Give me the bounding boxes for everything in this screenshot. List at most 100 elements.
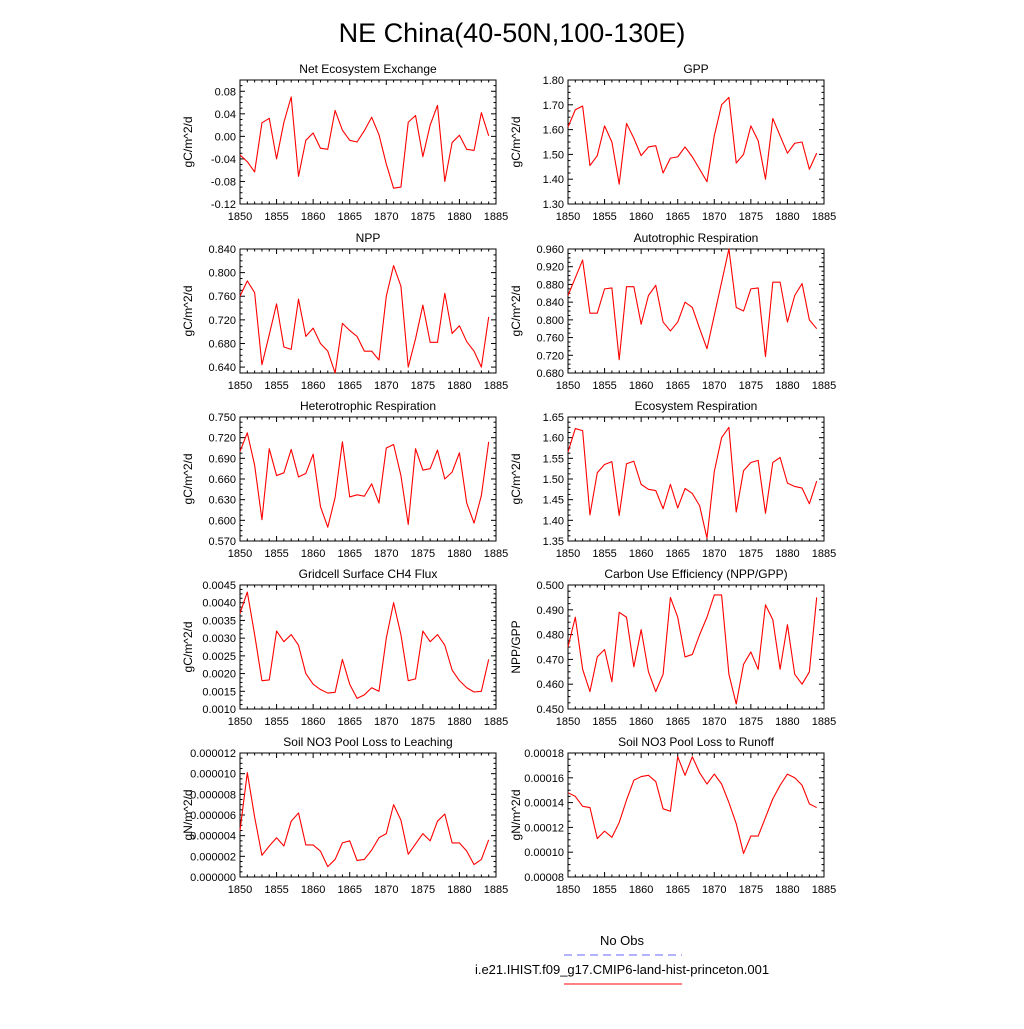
panel-carbon-use-efficiency-npp-gpp-title: Carbon Use Efficiency (NPP/GPP)	[604, 567, 787, 581]
panel-heterotrophic-respiration-xtick-label: 1885	[484, 548, 508, 560]
panel-gpp-ytick-label: 1.60	[543, 125, 564, 137]
panel-carbon-use-efficiency-npp-gpp-xtick-label: 1880	[775, 716, 799, 728]
panel-carbon-use-efficiency-npp-gpp-xtick-label: 1860	[629, 716, 653, 728]
panel-autotrophic-respiration-ytick-label: 0.760	[536, 333, 564, 345]
panel-gridcell-surface-ch4-flux-ytick-label: 0.0010	[202, 704, 236, 716]
panel-soil-no3-pool-loss-to-runoff-xtick-label: 1870	[702, 884, 726, 896]
panel-net-ecosystem-exchange-xtick-label: 1870	[374, 211, 398, 223]
panel-net-ecosystem-exchange: Net Ecosystem Exchange 1850 1855 1860 1865 18…	[181, 62, 508, 223]
panel-autotrophic-respiration-ytick-label: 0.960	[536, 244, 564, 256]
panel-ecosystem-respiration-xtick-label: 1870	[702, 548, 726, 560]
panel-autotrophic-respiration-ytick-label: 0.920	[536, 262, 564, 274]
panel-net-ecosystem-exchange-xtick-label: 1850	[228, 211, 252, 223]
panel-soil-no3-pool-loss-to-runoff: Soil NO3 Pool Loss to Runoff 1850 1855 1860…	[509, 735, 836, 896]
panel-autotrophic-respiration-xtick-label: 1865	[665, 380, 689, 392]
panel-npp-ytick-label: 0.720	[208, 315, 236, 327]
panel-soil-no3-pool-loss-to-runoff-xtick-label: 1865	[665, 884, 689, 896]
panel-soil-no3-pool-loss-to-leaching-ytick-label: 0.000006	[190, 810, 236, 822]
panel-gpp: GPP 1850 1855 1860 1865 1870 1875 1880 1885 1.30 1…	[509, 62, 836, 223]
panel-npp: NPP 1850 1855 1860 1865 1870 1875 1880 1885 0.640…	[181, 231, 508, 392]
panel-gridcell-surface-ch4-flux-xtick-label: 1885	[484, 716, 508, 728]
panel-npp-xtick-label: 1850	[228, 380, 252, 392]
panel-soil-no3-pool-loss-to-runoff-ylabel: gN/m^2/d	[509, 790, 523, 841]
panel-net-ecosystem-exchange-title: Net Ecosystem Exchange	[299, 62, 437, 76]
panel-soil-no3-pool-loss-to-leaching-ytick-label: 0.000002	[190, 851, 236, 863]
panel-autotrophic-respiration-xtick-label: 1860	[629, 380, 653, 392]
panel-gpp-ytick-label: 1.80	[543, 75, 564, 87]
panel-net-ecosystem-exchange-xtick-label: 1875	[411, 211, 435, 223]
panel-soil-no3-pool-loss-to-leaching-ytick-label: 0.000008	[190, 789, 236, 801]
panel-autotrophic-respiration-ytick-label: 0.840	[536, 297, 564, 309]
panel-gridcell-surface-ch4-flux-ytick-label: 0.0025	[202, 651, 236, 663]
panel-soil-no3-pool-loss-to-runoff-ytick-label: 0.00018	[524, 748, 564, 760]
panel-npp-ytick-label: 0.640	[208, 362, 236, 374]
panel-ecosystem-respiration-xtick-label: 1880	[775, 548, 799, 560]
panel-net-ecosystem-exchange-frame	[239, 79, 497, 205]
panel-autotrophic-respiration-series-line	[567, 248, 818, 361]
panel-soil-no3-pool-loss-to-runoff-xtick-label: 1860	[629, 884, 653, 896]
panel-heterotrophic-respiration: Heterotrophic Respiration 1850 1855 1860 186…	[181, 399, 508, 560]
panel-ecosystem-respiration-ytick-label: 1.55	[543, 453, 564, 465]
panel-gridcell-surface-ch4-flux-title: Gridcell Surface CH4 Flux	[299, 567, 438, 581]
panel-npp-xtick-label: 1860	[301, 380, 325, 392]
panel-soil-no3-pool-loss-to-leaching-xtick-label: 1850	[228, 884, 252, 896]
panel-gpp-xtick-label: 1870	[702, 211, 726, 223]
panel-gpp-ytick-label: 1.40	[543, 174, 564, 186]
panel-net-ecosystem-exchange-ytick-label: -0.04	[211, 154, 236, 166]
panel-soil-no3-pool-loss-to-leaching-title: Soil NO3 Pool Loss to Leaching	[283, 735, 452, 749]
legend-label-run: i.e21.IHIST.f09_g17.CMIP6-land-hist-prin…	[475, 962, 769, 977]
panel-gpp-ytick-label: 1.70	[543, 100, 564, 112]
panel-soil-no3-pool-loss-to-runoff-xtick-label: 1880	[775, 884, 799, 896]
panel-heterotrophic-respiration-frame	[239, 416, 497, 542]
panel-autotrophic-respiration-xtick-label: 1885	[812, 380, 836, 392]
panel-soil-no3-pool-loss-to-runoff-xtick-label: 1850	[556, 884, 580, 896]
panel-autotrophic-respiration-ylabel: gC/m^2/d	[509, 286, 523, 337]
panel-soil-no3-pool-loss-to-leaching-series-line	[239, 772, 490, 868]
panel-gpp-frame	[567, 79, 825, 205]
panel-soil-no3-pool-loss-to-runoff-frame	[567, 752, 825, 878]
panel-npp-xtick-label: 1870	[374, 380, 398, 392]
panel-autotrophic-respiration-ytick-label: 0.880	[536, 279, 564, 291]
panel-net-ecosystem-exchange-series-line	[239, 96, 490, 189]
panel-soil-no3-pool-loss-to-leaching-xtick-label: 1885	[484, 884, 508, 896]
panel-net-ecosystem-exchange-ytick-label: -0.08	[211, 176, 236, 188]
panel-gridcell-surface-ch4-flux-xtick-label: 1855	[264, 716, 288, 728]
panel-gridcell-surface-ch4-flux-xtick-label: 1860	[301, 716, 325, 728]
panel-ecosystem-respiration-xtick-label: 1865	[665, 548, 689, 560]
panel-gpp-title: GPP	[683, 62, 708, 76]
panel-autotrophic-respiration-ytick-label: 0.800	[536, 315, 564, 327]
panel-carbon-use-efficiency-npp-gpp-ytick-label: 0.500	[536, 580, 564, 592]
panel-carbon-use-efficiency-npp-gpp-xtick-label: 1855	[592, 716, 616, 728]
panel-ecosystem-respiration-xtick-label: 1860	[629, 548, 653, 560]
panel-carbon-use-efficiency-npp-gpp-ytick-label: 0.450	[536, 704, 564, 716]
panel-gridcell-surface-ch4-flux-xtick-label: 1865	[337, 716, 361, 728]
panel-heterotrophic-respiration-ytick-label: 0.720	[208, 433, 236, 445]
panel-carbon-use-efficiency-npp-gpp-xtick-label: 1870	[702, 716, 726, 728]
panel-heterotrophic-respiration-xtick-label: 1875	[411, 548, 435, 560]
panel-soil-no3-pool-loss-to-leaching-xtick-label: 1865	[337, 884, 361, 896]
panel-carbon-use-efficiency-npp-gpp-ytick-label: 0.460	[536, 679, 564, 691]
panel-net-ecosystem-exchange-xtick-label: 1855	[264, 211, 288, 223]
panel-gridcell-surface-ch4-flux-ytick-label: 0.0045	[202, 580, 236, 592]
panel-carbon-use-efficiency-npp-gpp-ylabel: NPP/GPP	[509, 620, 523, 673]
panel-gpp-xtick-label: 1875	[739, 211, 763, 223]
panel-soil-no3-pool-loss-to-runoff-xtick-label: 1885	[812, 884, 836, 896]
panel-soil-no3-pool-loss-to-leaching-xtick-label: 1855	[264, 884, 288, 896]
panel-ecosystem-respiration-frame	[567, 416, 825, 542]
panel-net-ecosystem-exchange-ytick-label: 0.00	[215, 131, 236, 143]
panel-gpp-series-line	[567, 96, 818, 185]
panel-autotrophic-respiration-xtick-label: 1875	[739, 380, 763, 392]
panel-gpp-xtick-label: 1885	[812, 211, 836, 223]
panel-gridcell-surface-ch4-flux-xtick-label: 1870	[374, 716, 398, 728]
panel-npp-ytick-label: 0.840	[208, 244, 236, 256]
panel-autotrophic-respiration-ytick-label: 0.720	[536, 350, 564, 362]
panel-heterotrophic-respiration-xtick-label: 1880	[447, 548, 471, 560]
panel-npp-ytick-label: 0.680	[208, 338, 236, 350]
panel-soil-no3-pool-loss-to-leaching-ylabel: gN/m^2/d	[181, 790, 195, 841]
panel-npp-series-line	[239, 264, 490, 374]
panel-soil-no3-pool-loss-to-leaching-xtick-label: 1870	[374, 884, 398, 896]
panel-npp-xtick-label: 1855	[264, 380, 288, 392]
panel-soil-no3-pool-loss-to-runoff-title: Soil NO3 Pool Loss to Runoff	[618, 735, 775, 749]
panel-autotrophic-respiration-title: Autotrophic Respiration	[634, 231, 759, 245]
